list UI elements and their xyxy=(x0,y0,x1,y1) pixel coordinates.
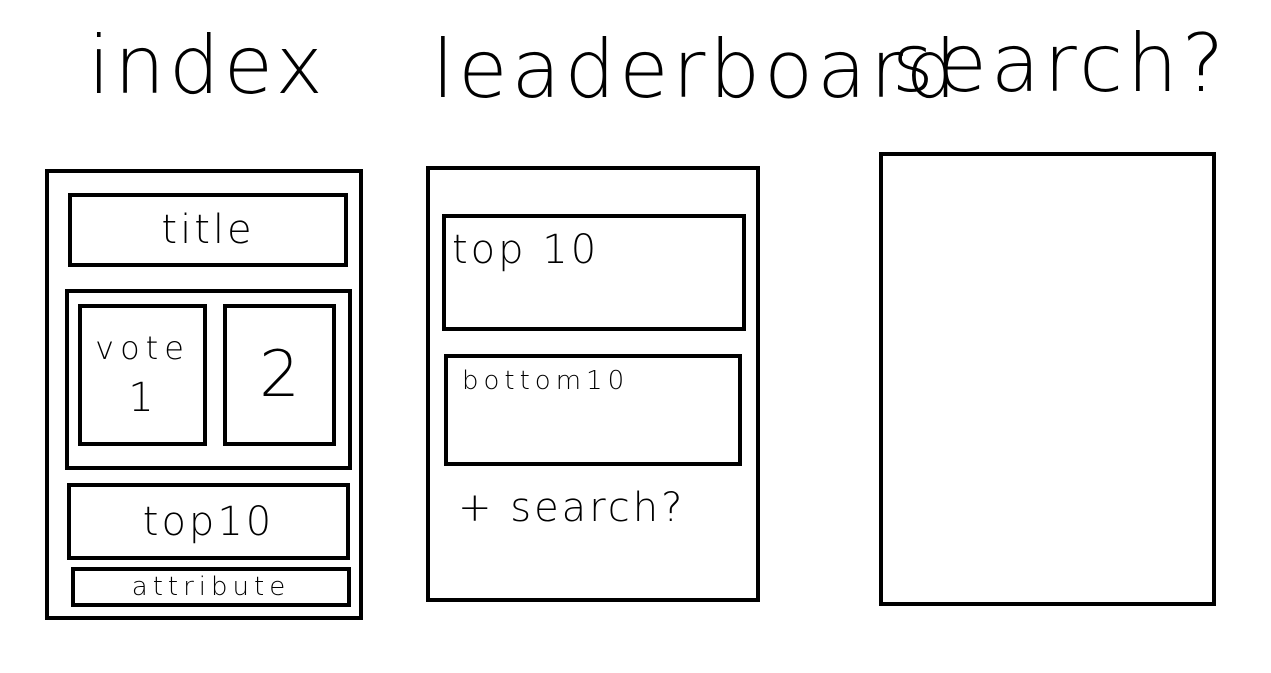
title-label: title xyxy=(161,207,255,253)
vote-option-1-number: 1 xyxy=(128,375,157,421)
search-heading: search? xyxy=(892,17,1229,110)
search-note: + search? xyxy=(458,485,686,531)
attribute-label: attribute xyxy=(131,572,291,602)
search-page-frame xyxy=(879,152,1216,606)
vote-option-2: 2 xyxy=(223,304,336,446)
leaderboard-heading: leaderboard xyxy=(432,23,961,116)
top-10-label: top 10 xyxy=(452,227,600,273)
attribute-box: attribute xyxy=(71,567,351,607)
vote-option-2-number: 2 xyxy=(259,338,300,412)
index-heading: index xyxy=(88,19,327,112)
leaderboard-page-frame: top 10 bottom10 + search? xyxy=(426,166,760,602)
top10-box: top10 xyxy=(67,483,350,560)
index-page-frame: title vote 1 2 top10 attribute xyxy=(45,169,363,620)
top10-label: top10 xyxy=(142,498,275,545)
vote-option-1: vote 1 xyxy=(78,304,207,446)
bottom10-label: bottom10 xyxy=(462,366,630,396)
vote-container: vote 1 2 xyxy=(65,289,352,470)
vote-label: vote xyxy=(95,329,190,367)
bottom10-box: bottom10 xyxy=(444,354,742,466)
title-box: title xyxy=(68,193,348,267)
top-10-box: top 10 xyxy=(442,214,746,331)
